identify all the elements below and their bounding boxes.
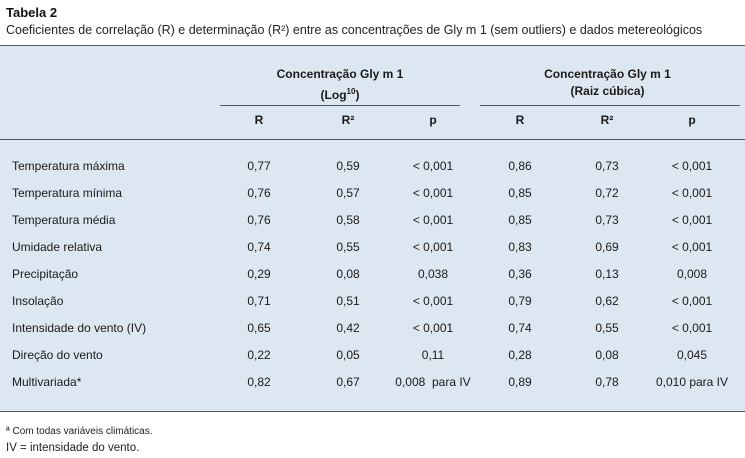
col-header-p-cubic: p — [688, 113, 696, 127]
table-cell: < 0,001 — [671, 213, 713, 227]
table-cell: < 0,001 — [412, 159, 454, 173]
header-bottom-rule — [0, 139, 745, 140]
table-row: Direção do vento 0,22 0,05 0,11 0,28 0,08 0,04… — [0, 348, 745, 368]
table-row: Multivariada* 0,82 0,67 0,008 para IV 0,89 0,… — [0, 375, 745, 395]
table-row: Precipitação 0,29 0,08 0,038 0,36 0,13 0,008 — [0, 267, 745, 287]
table-cell: < 0,001 — [671, 321, 713, 335]
row-label: Temperatura máxima — [12, 159, 125, 173]
col-header-r-cubic: R — [515, 113, 525, 127]
table-cell: 0,59 — [336, 159, 360, 173]
table-row: Temperatura mínima 0,76 0,57 < 0,001 0,85 0,7… — [0, 186, 745, 206]
group-header-cubic-line1: Concentração Gly m 1 — [544, 67, 671, 81]
table-cell: 0,65 — [247, 321, 271, 335]
col-header-r2-log: R² — [341, 113, 355, 127]
table-cell: 0,28 — [508, 348, 532, 362]
table-cell: 0,76 — [247, 186, 271, 200]
col-header-r2-cubic: R² — [600, 113, 614, 127]
table-cell: < 0,001 — [412, 186, 454, 200]
table-cell: < 0,001 — [412, 213, 454, 227]
table-cell: 0,82 — [247, 375, 271, 389]
table-caption: Coeficientes de correlação (R) e determi… — [6, 23, 703, 37]
table-cell: < 0,001 — [671, 240, 713, 254]
table-cell: 0,62 — [595, 294, 619, 308]
table-cell: 0,038 — [417, 267, 449, 281]
table-cell: 0,36 — [508, 267, 532, 281]
footnote-iv: IV = intensidade do vento. — [6, 442, 140, 454]
table-row: Insolação 0,71 0,51 < 0,001 0,79 0,62 < 0,001 — [0, 294, 745, 314]
table-cell: 0,22 — [247, 348, 271, 362]
table-cell: < 0,001 — [412, 321, 454, 335]
table-row: Intensidade do vento (IV) 0,65 0,42 < 0,001… — [0, 321, 745, 341]
table-cell: 0,73 — [595, 213, 619, 227]
table-cell: 0,57 — [336, 186, 360, 200]
table-cell: 0,55 — [336, 240, 360, 254]
table-cell: 0,83 — [508, 240, 532, 254]
table-cell: 0,29 — [247, 267, 271, 281]
table-cell: 0,55 — [595, 321, 619, 335]
group-header-cubic-line2: (Raiz cúbica) — [570, 84, 645, 98]
table-cell: < 0,001 — [412, 240, 454, 254]
group-rule-cubic — [480, 105, 740, 106]
bottom-rule — [0, 411, 745, 412]
top-rule — [0, 45, 745, 46]
row-label: Insolação — [12, 294, 64, 308]
group-header-log-line1: Concentração Gly m 1 — [276, 67, 404, 81]
table-cell: < 0,001 — [412, 294, 454, 308]
table-cell: 0,13 — [595, 267, 619, 281]
table-cell: < 0,001 — [671, 186, 713, 200]
table-row: Umidade relativa 0,74 0,55 < 0,001 0,83 0,69 <… — [0, 240, 745, 260]
row-label: Multivariada* — [12, 375, 82, 389]
table-cell: 0,78 — [595, 375, 619, 389]
row-label: Umidade relativa — [12, 240, 103, 254]
table-cell: 0,05 — [336, 348, 360, 362]
table-cell: 0,045 — [676, 348, 708, 362]
group-header-cubic: Concentração Gly m 1 (Raiz cúbica) — [480, 66, 735, 100]
group-header-log-line2: (Log10) — [220, 83, 460, 104]
table-cell: 0,79 — [508, 294, 532, 308]
table-cell: 0,08 — [595, 348, 619, 362]
table-cell: 0,89 — [508, 375, 532, 389]
table-cell: 0,73 — [595, 159, 619, 173]
table-cell: 0,74 — [508, 321, 532, 335]
table-cell: 0,72 — [595, 186, 619, 200]
log-superscript: 10 — [346, 87, 356, 96]
table-cell: 0,85 — [508, 213, 532, 227]
footnote-multivariate: ª Com todas variáveis climáticas. — [6, 426, 153, 437]
table-cell: 0,74 — [247, 240, 271, 254]
table-cell: 0,008 para IV — [395, 375, 471, 389]
group-rule-log — [220, 105, 460, 106]
table-row: Temperatura média 0,76 0,58 < 0,001 0,85 0,73… — [0, 213, 745, 233]
row-label: Direção do vento — [12, 348, 103, 362]
table-cell: 0,85 — [508, 186, 532, 200]
table-cell: < 0,001 — [671, 159, 713, 173]
table-cell: 0,71 — [247, 294, 271, 308]
row-label: Intensidade do vento (IV) — [12, 321, 147, 335]
table-background — [0, 45, 745, 411]
table-cell: 0,008 — [676, 267, 708, 281]
table-cell: < 0,001 — [671, 294, 713, 308]
row-label: Temperatura média — [12, 213, 116, 227]
row-label: Temperatura mínima — [12, 186, 123, 200]
table-cell: 0,42 — [336, 321, 360, 335]
table-row: Temperatura máxima 0,77 0,59 < 0,001 0,86 0,7… — [0, 159, 745, 179]
col-header-r-log: R — [254, 113, 264, 127]
table-cell: 0,76 — [247, 213, 271, 227]
table-cell: 0,51 — [336, 294, 360, 308]
table-cell: 0,69 — [595, 240, 619, 254]
table-cell: 0,08 — [336, 267, 360, 281]
table-cell: 0,77 — [247, 159, 271, 173]
table-cell: 0,11 — [421, 348, 445, 362]
col-header-p-log: p — [429, 113, 437, 127]
table-cell: 0,010 para IV — [655, 375, 729, 389]
log-prefix: (Log — [320, 88, 347, 102]
table-cell: 0,86 — [508, 159, 532, 173]
table-cell: 0,67 — [336, 375, 360, 389]
row-label: Precipitação — [12, 267, 79, 281]
table-cell: 0,58 — [336, 213, 360, 227]
log-suffix: ) — [355, 88, 360, 102]
table-title: Tabela 2 — [6, 5, 58, 20]
group-header-log: Concentração Gly m 1 (Log10) — [220, 66, 460, 104]
